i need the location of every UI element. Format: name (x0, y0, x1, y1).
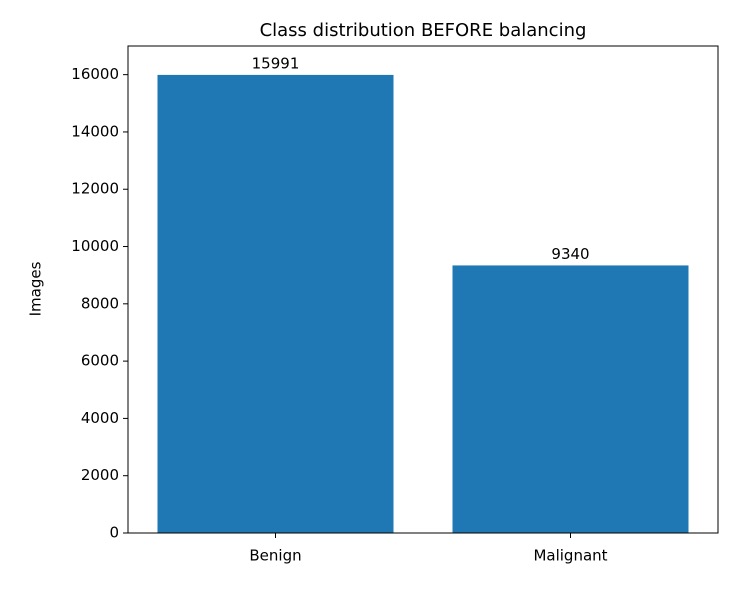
y-tick-label: 2000 (81, 466, 119, 484)
y-tick-label: 8000 (81, 294, 119, 312)
y-tick-label: 10000 (71, 237, 119, 255)
y-tick-label: 12000 (71, 180, 119, 198)
chart-title: Class distribution BEFORE balancing (260, 20, 587, 41)
x-tick-label: Malignant (533, 547, 607, 565)
y-tick-label: 4000 (81, 409, 119, 427)
value-label: 9340 (551, 245, 589, 263)
bar (157, 74, 394, 534)
y-tick-label: 16000 (71, 65, 119, 83)
y-axis-label: Images (27, 261, 45, 316)
value-label: 15991 (252, 54, 300, 72)
y-tick-label: 14000 (71, 122, 119, 140)
x-tick-label: Benign (249, 547, 301, 565)
y-tick-label: 0 (109, 524, 119, 542)
bar (452, 265, 689, 533)
plot-frame (127, 45, 719, 534)
y-tick-label: 6000 (81, 352, 119, 370)
